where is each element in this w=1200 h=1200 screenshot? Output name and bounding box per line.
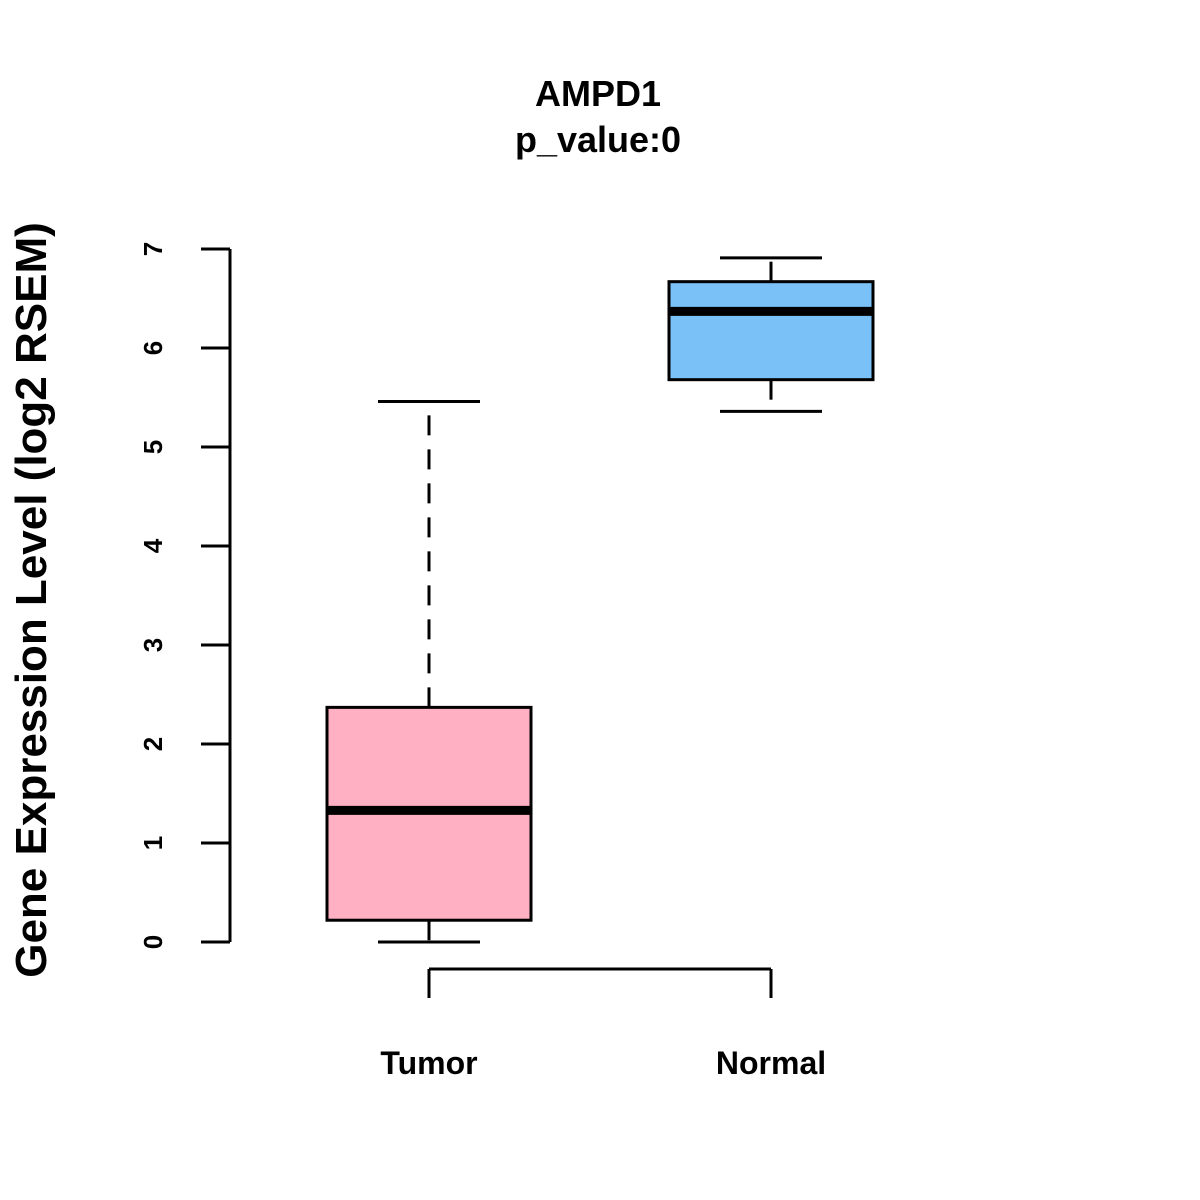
y-tick-label: 6 [138,341,168,355]
box-iqr [667,280,875,382]
y-tick-label: 3 [138,638,168,652]
box-tumor [325,399,533,944]
x-tick-label-normal: Normal [716,1045,826,1081]
x-axis: Tumor Normal [380,967,826,1081]
y-tick-label: 2 [138,737,168,751]
y-tick-label: 7 [138,242,168,256]
box-normal [667,256,875,413]
y-tick-label: 4 [138,538,168,553]
y-tick-label: 0 [138,935,168,949]
y-tick-label: 1 [138,836,168,850]
chart-subtitle: p_value:0 [515,119,681,160]
y-axis: 0 1 2 3 4 5 6 7 [138,242,232,949]
x-tick-label-tumor: Tumor [380,1045,477,1081]
chart-title: AMPD1 [535,73,661,114]
boxes-layer [325,256,875,944]
y-tick-label: 5 [138,440,168,454]
y-axis-label: Gene Expression Level (log2 RSEM) [7,222,56,978]
